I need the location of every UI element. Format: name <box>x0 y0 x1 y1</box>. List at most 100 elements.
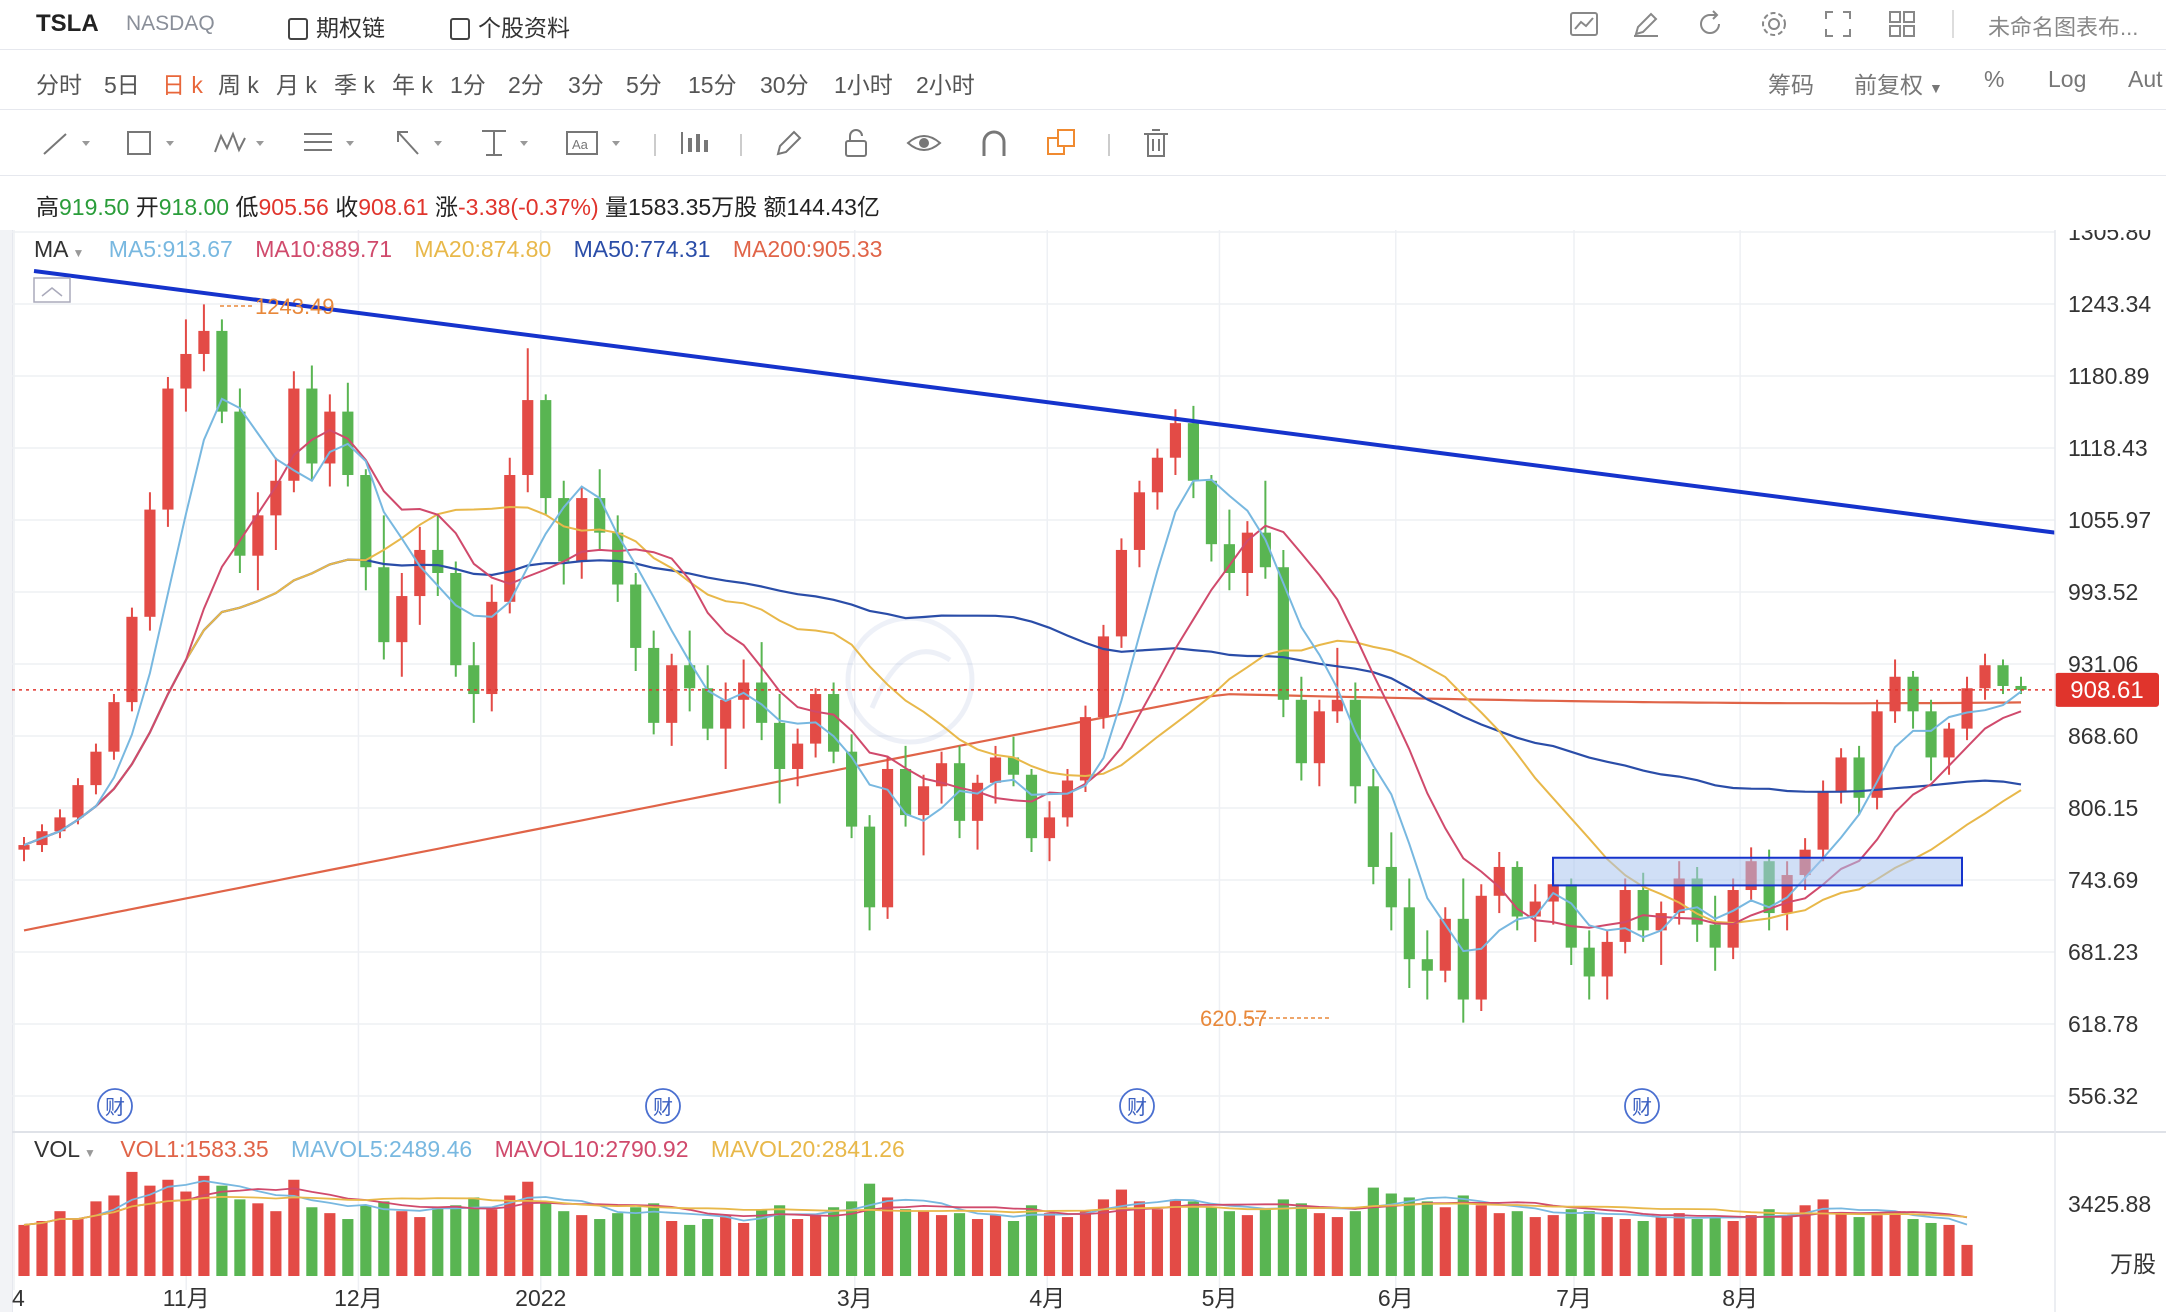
volume-bar <box>558 1211 570 1276</box>
volume-bar <box>486 1209 498 1276</box>
period-tab-yearly[interactable]: 年 k <box>392 72 433 98</box>
candle-body <box>198 330 210 354</box>
price-tick-label: 1243.34 <box>2068 291 2151 317</box>
bars-tool-icon[interactable] <box>676 126 716 160</box>
volume-bar <box>1313 1213 1325 1276</box>
candle-body <box>504 475 516 602</box>
candle-body <box>1997 665 2009 686</box>
refresh-icon[interactable] <box>1694 8 1726 40</box>
period-tab-weekly[interactable]: 周 k <box>218 72 259 98</box>
period-tab-monthly[interactable]: 月 k <box>276 72 317 98</box>
grid-layout-icon[interactable] <box>1886 8 1918 40</box>
date-tick-label: 12月 <box>334 1285 383 1311</box>
volume-bar <box>1709 1217 1721 1276</box>
fibonacci-tool-icon[interactable] <box>300 126 360 160</box>
candlestick-chart[interactable]: 1243.49 620.57 财 财 财 财 1305.80 1243.34 1180.8… <box>0 230 2166 1312</box>
candle-body <box>1295 699 1307 764</box>
magnet-icon[interactable] <box>974 126 1014 160</box>
eye-icon[interactable] <box>904 126 944 160</box>
candle-body <box>738 682 750 700</box>
lock-icon[interactable] <box>836 126 876 160</box>
candle-body <box>1385 866 1397 908</box>
options-chain-label: 期权链 <box>316 15 385 41</box>
date-tick-label: 5月 <box>1202 1285 1238 1311</box>
auto-toggle[interactable]: Aut <box>2128 66 2163 92</box>
earnings-marker-circle <box>1624 1088 1660 1124</box>
period-tab-daily[interactable]: 日 k <box>162 72 203 98</box>
period-tab-quarterly[interactable]: 季 k <box>334 72 375 98</box>
ma-legend-label[interactable]: MA <box>34 236 69 262</box>
layout-name-button[interactable]: 未命名图表布... <box>1988 15 2139 40</box>
candle-body <box>1277 567 1289 700</box>
percent-toggle[interactable]: % <box>1984 66 2005 92</box>
arrow-tool-icon[interactable] <box>392 126 448 160</box>
collapse-toggle[interactable] <box>33 277 71 303</box>
text-tool-icon[interactable]: Aa <box>564 126 624 160</box>
period-tab-15min[interactable]: 15分 <box>688 72 737 98</box>
period-tab-1min[interactable]: 1分 <box>450 72 486 98</box>
candle-body <box>360 475 372 568</box>
log-toggle[interactable]: Log <box>2048 66 2087 92</box>
date-tick-label: 8月 <box>1722 1285 1758 1311</box>
trash-icon[interactable] <box>1136 126 1176 160</box>
top-bar: TSLA NASDAQ 期权链 个股资料 未命名图表布... <box>0 0 2166 50</box>
line-tool-icon[interactable] <box>40 126 96 160</box>
earnings-markers: 财财财财 <box>97 1088 1660 1124</box>
volume-bar <box>540 1201 552 1276</box>
resistance-trendline[interactable] <box>33 268 2056 535</box>
candle-body <box>828 694 840 752</box>
volume-legend: VOL ▼ VOL1:1583.35 MAVOL5:2489.46 MAVOL10… <box>34 1136 905 1163</box>
period-tab-intraday[interactable]: 分时 <box>36 72 82 98</box>
volume-bars <box>18 1171 1973 1276</box>
candle-body <box>971 782 984 821</box>
brush-icon[interactable] <box>770 126 810 160</box>
candle-body <box>1889 676 1901 712</box>
earnings-marker-circle <box>97 1088 133 1124</box>
volume-bar <box>828 1207 840 1276</box>
gear-icon[interactable] <box>1758 8 1790 40</box>
volume-bar <box>180 1191 192 1276</box>
date-tick-label: 3月 <box>837 1285 873 1311</box>
support-zone-rect[interactable] <box>1552 856 1963 887</box>
period-tab-5min[interactable]: 5分 <box>626 72 662 98</box>
stock-profile-label: 个股资料 <box>478 15 570 41</box>
adjust-dropdown[interactable]: 前复权 ▼ <box>1854 66 1943 100</box>
earnings-marker-circle <box>1119 1088 1155 1124</box>
pattern-tool-icon[interactable] <box>212 126 268 160</box>
period-tab-2hour[interactable]: 2小时 <box>916 72 975 98</box>
volume-bar <box>450 1205 462 1276</box>
edit-icon[interactable] <box>1630 8 1662 40</box>
period-tab-1hour[interactable]: 1小时 <box>834 72 893 98</box>
measure-tool-icon[interactable] <box>478 126 534 160</box>
volume-bar <box>648 1203 660 1276</box>
change-label: 涨 <box>435 194 458 220</box>
chips-button[interactable]: 筹码 <box>1768 72 1814 98</box>
period-tab-3min[interactable]: 3分 <box>568 72 604 98</box>
volume-bar <box>378 1201 390 1276</box>
candle-body <box>54 817 66 832</box>
candle-body <box>1205 480 1217 545</box>
candle-body <box>72 785 84 818</box>
overlay-icon[interactable] <box>1042 126 1082 160</box>
volume-bar <box>1799 1205 1811 1276</box>
period-tab-5day[interactable]: 5日 <box>104 72 140 98</box>
period-tab-30min[interactable]: 30分 <box>760 72 809 98</box>
candle-body <box>252 515 264 556</box>
indicator-icon[interactable] <box>1568 8 1600 40</box>
volume-bar <box>504 1195 516 1276</box>
rectangle-tool-icon[interactable] <box>124 126 180 160</box>
fullscreen-icon[interactable] <box>1822 8 1854 40</box>
volume-bar <box>72 1219 84 1276</box>
candle-body <box>540 400 552 499</box>
ma200-legend: MA200:905.33 <box>732 236 883 262</box>
candle-body <box>1817 792 1829 850</box>
candle-body <box>1313 711 1325 764</box>
chevron-down-icon: ▼ <box>84 1146 96 1160</box>
stock-profile-link[interactable]: 个股资料 <box>450 9 570 43</box>
vol-legend-label[interactable]: VOL <box>34 1136 81 1162</box>
options-chain-link[interactable]: 期权链 <box>288 9 385 43</box>
volume-bar <box>846 1201 858 1276</box>
period-tab-2min[interactable]: 2分 <box>508 72 544 98</box>
volume-bar <box>594 1219 606 1276</box>
candle-body <box>180 353 192 389</box>
